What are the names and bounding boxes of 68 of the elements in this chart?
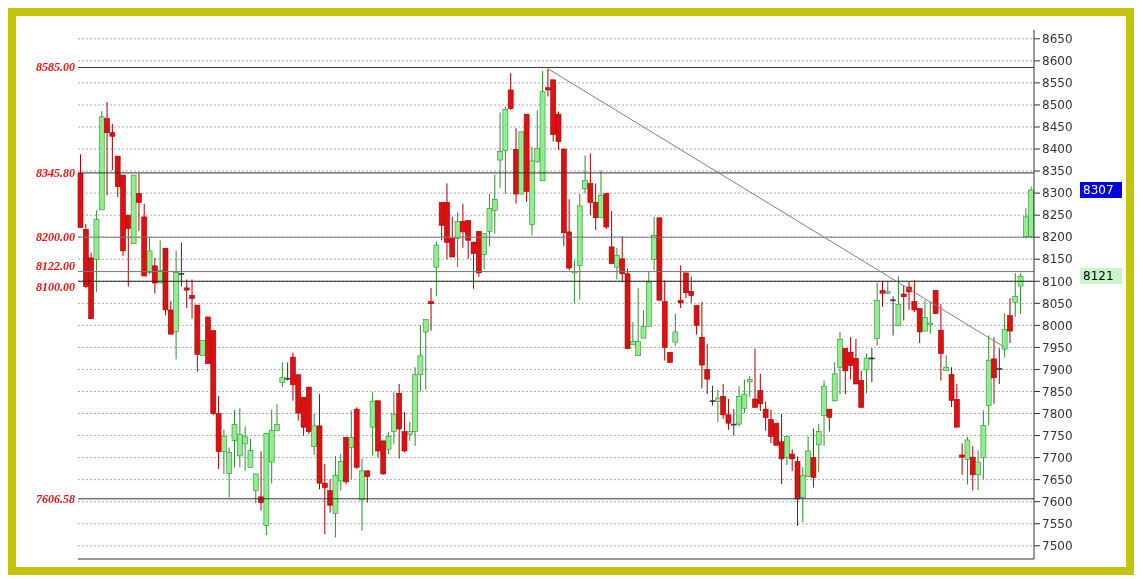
candlestick [869,347,875,383]
y-tick-label: 8400 [1042,142,1073,157]
y-tick-label: 8300 [1042,186,1073,201]
y-tick-label: 8250 [1042,208,1073,223]
candlestick [784,435,790,466]
candlestick [810,428,817,489]
candlestick [279,361,286,388]
ref-line-label: 8345.80 [36,165,75,180]
candlestick [863,353,870,394]
y-tick-label: 7650 [1042,472,1073,487]
candlestick [715,389,721,423]
y-tick-label: 8450 [1042,120,1073,135]
candlestick [969,445,976,491]
candlestick [730,408,737,437]
candlestick [507,72,514,111]
candlestick [311,413,317,456]
candlestick [1001,312,1008,358]
candlestick [178,241,185,288]
text: 8121 [1080,268,1122,285]
candlestick [959,443,965,476]
ref-line-label: 8200.00 [36,230,75,245]
candlestick [433,240,440,297]
y-tick-label: 8600 [1042,54,1073,69]
candlestick [364,470,371,504]
candlestick [895,275,902,327]
candlestick [1017,272,1024,315]
candlestick [614,247,620,281]
candlestick [826,408,833,433]
candlestick [152,257,158,295]
candlestick [964,436,971,485]
y-tick-label: 8500 [1042,98,1073,113]
ref-line-label: 8122.00 [36,258,75,273]
ref-line-label: 8100.00 [36,280,75,295]
candlestick [428,287,434,332]
y-tick-label: 7950 [1042,340,1073,355]
candlestick [672,313,679,347]
y-tick-label: 8000 [1042,318,1073,333]
candlestick [677,264,684,309]
candlestick [454,211,461,268]
y-tick-label: 8100 [1042,274,1073,289]
candlestick [1007,297,1013,344]
ref-line-label: 7606.58 [36,491,75,506]
candlestick [991,336,997,405]
candlestick [348,409,355,480]
candlestick [879,281,886,308]
y-tick-label: 8200 [1042,230,1073,245]
y-tick-label: 8650 [1042,32,1073,47]
candlestick [890,295,896,336]
text: 8307 [1080,182,1122,199]
candlestick [252,473,259,504]
y-tick-label: 8150 [1042,252,1073,267]
candlestick [996,347,1003,385]
y-tick-label: 8550 [1042,76,1073,91]
y-tick-label: 7800 [1042,406,1073,421]
candlestick [582,155,588,195]
candlestick [146,236,153,275]
y-tick-label: 7500 [1042,539,1073,554]
y-tick-label: 7900 [1042,362,1073,377]
y-tick-label: 8350 [1042,164,1073,179]
y-tick-label: 7700 [1042,450,1073,465]
y-tick-label: 7550 [1042,516,1073,531]
y-tick-label: 7850 [1042,384,1073,399]
candlestick [608,210,615,265]
candlestick [709,385,716,407]
y-tick-label: 8050 [1042,296,1073,311]
y-tick-label: 7750 [1042,428,1073,443]
ref-line-label: 8585.00 [36,60,75,75]
y-tick-label: 7600 [1042,494,1073,509]
